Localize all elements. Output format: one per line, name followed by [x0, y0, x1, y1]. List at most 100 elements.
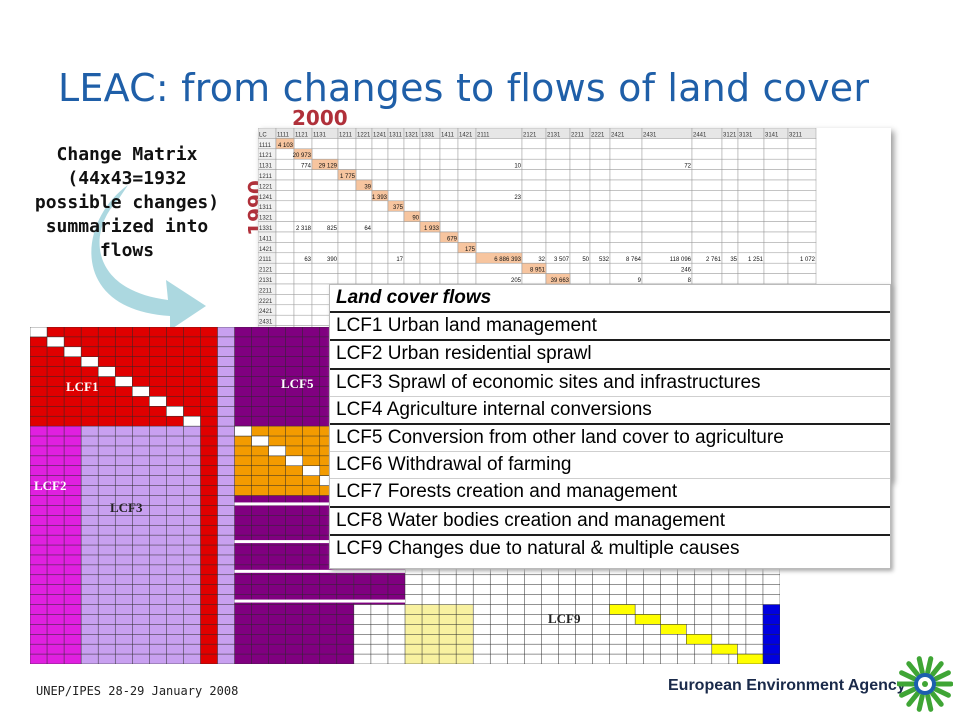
table-cell	[355, 138, 373, 150]
flow-item-lcf9: LCF9 Changes due to natural & multiple c…	[330, 533, 890, 562]
table-cell	[521, 242, 547, 254]
table-row-code: 1311	[259, 205, 273, 211]
diagonal-cell	[634, 614, 661, 625]
table-cell	[475, 262, 523, 274]
diagonal-cell	[475, 252, 523, 264]
logo-ray	[906, 661, 921, 678]
table-cell	[521, 138, 547, 150]
table-cell	[721, 273, 739, 285]
table-cell	[275, 294, 295, 306]
table-value: 1 933	[424, 226, 440, 232]
table-value: 8	[688, 278, 692, 284]
matrix-separator	[234, 569, 405, 573]
table-cell	[419, 138, 441, 150]
table-cell	[721, 179, 739, 191]
table-cell	[293, 210, 313, 222]
table-cell	[545, 138, 571, 150]
table-cell	[609, 200, 643, 212]
table-cell	[475, 242, 523, 254]
table-cell	[787, 169, 817, 181]
table-value: 4 103	[278, 143, 294, 149]
table-header: 3211	[789, 132, 803, 138]
table-value: 375	[393, 205, 404, 211]
eea-logo-icon	[897, 656, 953, 712]
table-cell	[721, 138, 739, 150]
table-cell	[355, 210, 373, 222]
table-cell	[439, 200, 459, 212]
table-header: 2131	[547, 132, 561, 138]
table-cell	[691, 242, 723, 254]
table-cell	[787, 273, 817, 285]
table-cell	[787, 200, 817, 212]
table-cell	[737, 262, 765, 274]
diagonal-cell	[439, 231, 459, 243]
table-cell	[475, 221, 523, 233]
table-cell	[545, 210, 571, 222]
table-value: 9	[638, 278, 642, 284]
table-cell	[439, 242, 459, 254]
table-cell	[371, 273, 389, 285]
table-cell	[311, 200, 339, 212]
table-cell	[737, 138, 765, 150]
table-value: 50	[582, 257, 589, 263]
diagonal-cell	[355, 179, 373, 191]
table-cell	[293, 138, 313, 150]
table-cell	[787, 221, 817, 233]
table-cell	[545, 262, 571, 274]
table-cell	[419, 231, 441, 243]
table-cell	[569, 262, 591, 274]
table-cell	[545, 179, 571, 191]
table-cell	[457, 252, 477, 264]
table-cell	[589, 231, 611, 243]
table-cell	[337, 158, 357, 170]
table-cell	[275, 148, 295, 160]
table-value: 679	[447, 236, 458, 242]
table-cell	[419, 169, 441, 181]
matrix-label-lcf5: LCF5	[281, 376, 314, 391]
table-cell	[439, 138, 459, 150]
table-cell	[457, 210, 477, 222]
table-value: 20 973	[293, 153, 312, 159]
table-cell	[337, 262, 357, 274]
table-cell	[589, 190, 611, 202]
table-cell	[371, 138, 389, 150]
logo-ray	[933, 686, 951, 698]
land-cover-flows-box: Land cover flows LCF1 Urban land managem…	[329, 284, 891, 569]
table-cell	[691, 138, 723, 150]
table-cell	[293, 273, 313, 285]
table-cell	[311, 210, 339, 222]
table-cell	[275, 283, 295, 295]
table-header: 1421	[459, 132, 473, 138]
logo-ray	[925, 656, 934, 675]
table-cell	[691, 221, 723, 233]
table-cell	[721, 242, 739, 254]
table-cell	[403, 273, 421, 285]
table-cell	[787, 210, 817, 222]
table-cell	[457, 158, 477, 170]
table-cell	[763, 148, 789, 160]
diagonal-cell	[251, 435, 269, 447]
flow-item-lcf1: LCF1 Urban land management	[330, 311, 890, 339]
table-header: 2421	[611, 132, 625, 138]
table-cell	[387, 210, 405, 222]
logo-ray	[899, 670, 917, 682]
table-cell	[371, 179, 389, 191]
caption-line: summarized into	[45, 216, 209, 237]
caption-line: flows	[99, 240, 155, 261]
table-row-code: 2111	[259, 257, 272, 263]
flow-item-lcf4: LCF4 Agriculture internal conversions	[330, 395, 890, 423]
table-cell	[387, 221, 405, 233]
table-cell	[371, 169, 389, 181]
table-cell	[293, 190, 313, 202]
logo-ray	[906, 690, 921, 707]
table-cell	[609, 231, 643, 243]
table-cell	[737, 242, 765, 254]
table-row-code: 1331	[259, 226, 273, 232]
table-value: 1 775	[340, 174, 356, 180]
table-cell	[387, 190, 405, 202]
table-cell	[419, 252, 441, 264]
table-cell	[589, 210, 611, 222]
diagonal-cell	[80, 356, 99, 367]
flow-item-lcf7: LCF7 Forests creation and management	[330, 478, 890, 505]
table-value: 175	[465, 247, 476, 253]
